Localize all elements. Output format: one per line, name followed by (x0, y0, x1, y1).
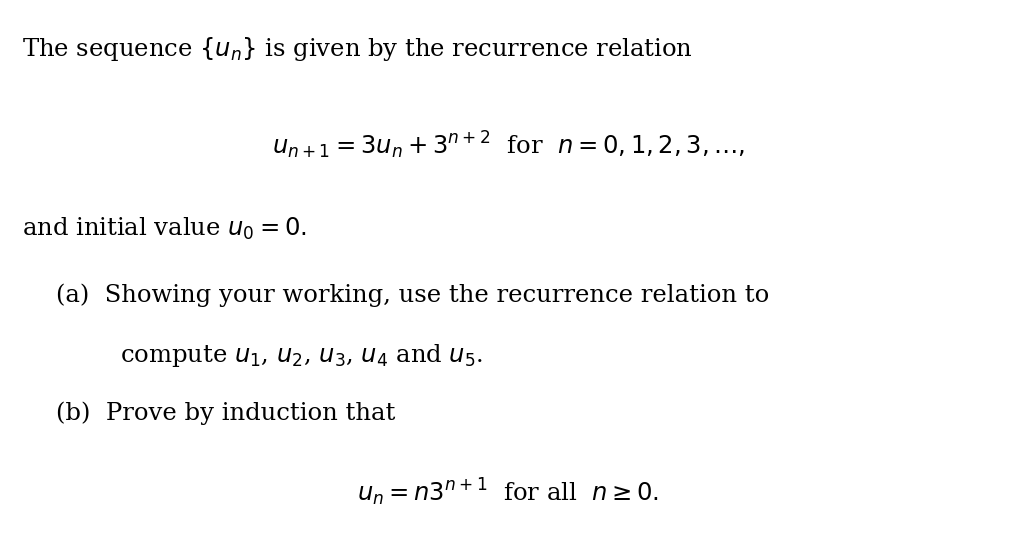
Text: The sequence $\{u_n\}$ is given by the recurrence relation: The sequence $\{u_n\}$ is given by the r… (22, 35, 694, 63)
Text: compute $u_1$, $u_2$, $u_3$, $u_4$ and $u_5$.: compute $u_1$, $u_2$, $u_3$, $u_4$ and $… (120, 342, 483, 369)
Text: $u_{n+1} = 3u_n + 3^{n+2}$  for  $n = 0, 1, 2, 3, \ldots,$: $u_{n+1} = 3u_n + 3^{n+2}$ for $n = 0, 1… (272, 129, 745, 161)
Text: (a)  Showing your working, use the recurrence relation to: (a) Showing your working, use the recurr… (56, 283, 769, 307)
Text: $u_n = n3^{n+1}$  for all  $n \geq 0.$: $u_n = n3^{n+1}$ for all $n \geq 0.$ (357, 477, 660, 508)
Text: and initial value $u_0 = 0.$: and initial value $u_0 = 0.$ (22, 216, 307, 242)
Text: (b)  Prove by induction that: (b) Prove by induction that (56, 402, 396, 425)
